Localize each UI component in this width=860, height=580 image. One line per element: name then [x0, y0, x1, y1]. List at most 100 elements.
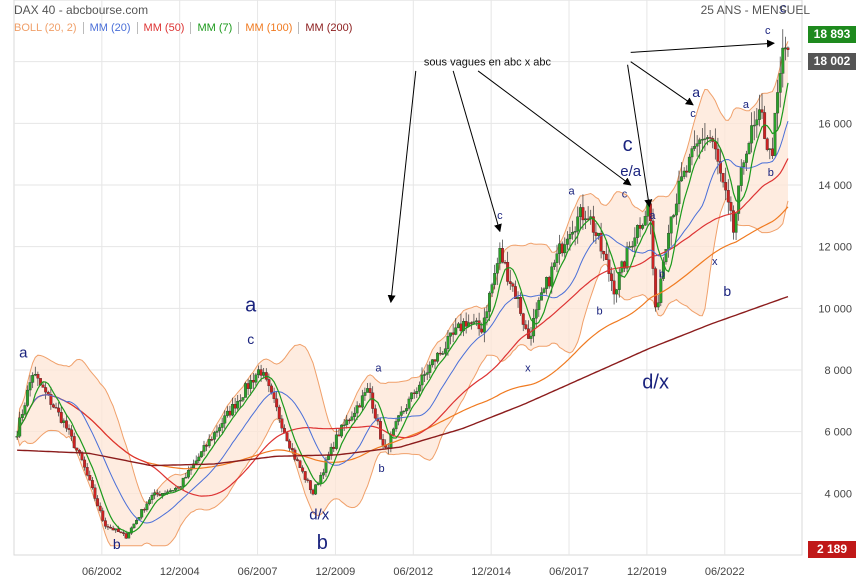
candle: [770, 148, 774, 156]
wave-label: a: [245, 294, 257, 316]
candle: [638, 224, 642, 229]
candle: [270, 385, 273, 393]
candle: [599, 232, 603, 252]
legend-mm100[interactable]: MM (100): [238, 22, 298, 34]
candle: [693, 146, 696, 149]
candle: [114, 528, 118, 531]
legend-mm200[interactable]: MM (200): [298, 22, 358, 34]
candle: [428, 364, 432, 373]
x-tick-label: 12/2014: [471, 566, 511, 578]
candle: [752, 124, 756, 127]
candle: [238, 400, 242, 402]
candle: [560, 243, 564, 254]
candle: [381, 439, 385, 446]
candle: [186, 470, 190, 478]
wave-label: c: [780, 0, 787, 15]
candle: [469, 322, 473, 324]
candle: [28, 382, 32, 391]
wave-label: c: [765, 25, 771, 37]
candle: [739, 166, 743, 186]
candle: [571, 232, 575, 235]
candle: [415, 391, 419, 394]
candle: [259, 369, 263, 376]
candle: [199, 451, 203, 458]
candle: [212, 432, 216, 440]
candle: [532, 318, 536, 337]
candle: [604, 253, 608, 260]
candle: [493, 273, 497, 285]
candle: [737, 185, 741, 214]
candle: [119, 531, 123, 534]
candle: [591, 216, 595, 233]
callout-arrow: [630, 61, 694, 106]
x-tick-label: 12/2009: [316, 566, 356, 578]
candle: [680, 176, 684, 182]
callout-arrow: [477, 70, 632, 186]
candle: [475, 320, 478, 322]
candle: [511, 283, 515, 287]
candle: [72, 436, 76, 449]
candle: [719, 161, 722, 174]
candle: [488, 292, 491, 312]
candle: [454, 327, 458, 335]
candle: [98, 505, 102, 511]
callout-arrow: [630, 39, 775, 53]
candle: [573, 231, 577, 233]
candle: [765, 138, 769, 150]
candle: [290, 448, 294, 451]
candle: [257, 369, 260, 376]
candle: [672, 214, 676, 217]
candle: [597, 232, 600, 236]
candle: [757, 109, 761, 120]
candle: [703, 138, 707, 140]
candle: [721, 173, 725, 183]
candle: [311, 489, 315, 495]
legend-mm50[interactable]: MM (50): [136, 22, 191, 34]
wave-label: c: [497, 210, 503, 222]
candle: [480, 328, 484, 333]
candle: [656, 302, 660, 308]
candle: [628, 246, 632, 248]
candle: [687, 156, 691, 173]
wave-label: b: [659, 269, 665, 281]
candle: [353, 412, 356, 417]
candle: [155, 492, 159, 495]
candle: [615, 289, 619, 295]
callout-text: sous vagues en abc x abc: [424, 57, 552, 69]
candle: [516, 297, 520, 299]
legend-boll[interactable]: BOLL (20, 2): [14, 22, 77, 34]
candle: [659, 278, 663, 303]
y-tick-label: 16 000: [818, 118, 852, 130]
legend-mm20[interactable]: MM (20): [82, 22, 137, 34]
candle: [173, 488, 177, 491]
candle: [293, 449, 297, 460]
candle: [438, 352, 442, 355]
candle: [83, 459, 87, 468]
candle: [20, 414, 24, 418]
candle: [568, 234, 572, 240]
candle: [477, 320, 481, 330]
candle: [127, 533, 131, 539]
wave-label: a: [743, 99, 750, 111]
indicator-legend: BOLL (20, 2) MM (20) MM (50) MM (7) MM (…: [14, 22, 358, 34]
candle: [459, 323, 463, 332]
wave-label: a: [568, 185, 575, 197]
candle: [62, 420, 66, 423]
candle: [529, 335, 533, 339]
candle: [228, 410, 232, 416]
candle: [31, 375, 35, 383]
chart-period: 25 ANS - MENSUEL: [700, 3, 810, 17]
candle: [267, 379, 271, 387]
y-tick-label: 14 000: [818, 180, 852, 192]
candle: [52, 404, 55, 408]
candle: [643, 216, 647, 226]
candle: [443, 348, 447, 354]
candle: [215, 430, 219, 433]
candle: [633, 237, 637, 247]
wave-label: a: [692, 84, 700, 100]
candle: [726, 190, 730, 203]
candle: [142, 509, 146, 511]
legend-mm7[interactable]: MM (7): [190, 22, 238, 34]
candle: [135, 520, 138, 525]
candle: [301, 467, 305, 472]
